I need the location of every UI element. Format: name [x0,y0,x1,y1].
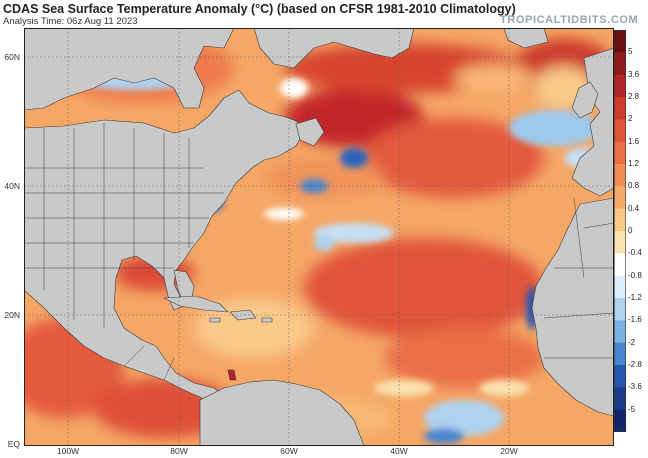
colorbar-swatch [614,97,626,120]
land [24,28,614,446]
colorbar-swatch [614,298,626,321]
anomaly-field [24,33,614,438]
greenland [253,28,415,69]
colorbar-swatch [614,253,626,277]
colorbar-label: 3.6 [628,69,640,79]
colorbar-label: 0.8 [628,181,640,191]
colorbar-swatch [614,275,626,299]
colorbar-swatch [614,119,626,143]
colorbar-label: 1.6 [628,136,640,146]
colorbar-label: -1.6 [628,315,642,325]
iceland [503,28,549,49]
colorbar-swatch [614,208,626,232]
lon-label-100w: 100W [56,446,80,456]
colorbar-swatch [614,365,626,388]
colorbar-label: -2 [628,337,636,347]
brand-watermark: TROPICALTIDBITS.COM [500,14,639,26]
colorbar-swatch [614,141,626,165]
lat-label-60n: 60N [4,52,20,62]
south-america [199,379,365,446]
africa [531,197,614,417]
lake-maracaibo [227,369,237,381]
cuba [163,295,229,313]
colorbar-swatch [614,164,626,187]
jamaica [209,317,221,323]
colorbar-swatch [614,342,626,366]
newfoundland [295,117,325,147]
colorbar-swatch [614,52,626,76]
colorbar-label: -2.8 [628,360,642,369]
colorbar-label: 0 [628,226,633,235]
british-isles [571,81,599,119]
analysis-time: Analysis Time: 06z Aug 11 2023 [3,16,138,27]
colorbar-label: -1.2 [628,293,642,302]
puerto-rico [261,317,273,323]
political-borders [24,123,614,381]
colorbar-swatch [614,74,626,98]
colorbar-swatch [614,320,626,344]
colorbar-swatch [614,186,626,210]
graticule [24,28,614,446]
lon-label-60w: 60W [280,446,298,456]
lat-label-20n: 20N [4,310,20,320]
colorbar-label: 1.2 [628,159,640,168]
colorbar-label: -0.4 [628,248,642,258]
colorbar-label: 2.8 [628,92,640,101]
colorbar-swatch [614,409,626,432]
canada-north [24,28,235,111]
sst-anomaly-map [24,28,614,446]
colorbar-label: 2 [628,114,633,124]
map-frame [24,28,614,446]
map-title: CDAS Sea Surface Temperature Anomaly (°C… [3,2,516,16]
europe [571,47,614,197]
lon-label-80w: 80W [170,446,188,456]
colorbar-swatch [614,231,626,254]
lat-label-eq: EQ [7,439,20,449]
colorbar-label: -0.8 [628,270,642,280]
lat-label-40n: 40N [4,181,20,191]
colorbar-label: 0.4 [628,203,640,213]
colorbar-swatch [614,30,626,53]
colorbar-frame [614,30,626,432]
colorbar-swatch [614,387,626,411]
colorbar [614,30,626,432]
colorbar-label: -3.6 [628,382,642,392]
colorbar-label: 5 [628,47,633,57]
hispaniola [229,309,257,321]
lon-label-40w: 40W [390,446,408,456]
lon-label-20w: 20W [500,446,518,456]
colorbar-label: -5 [628,404,636,414]
